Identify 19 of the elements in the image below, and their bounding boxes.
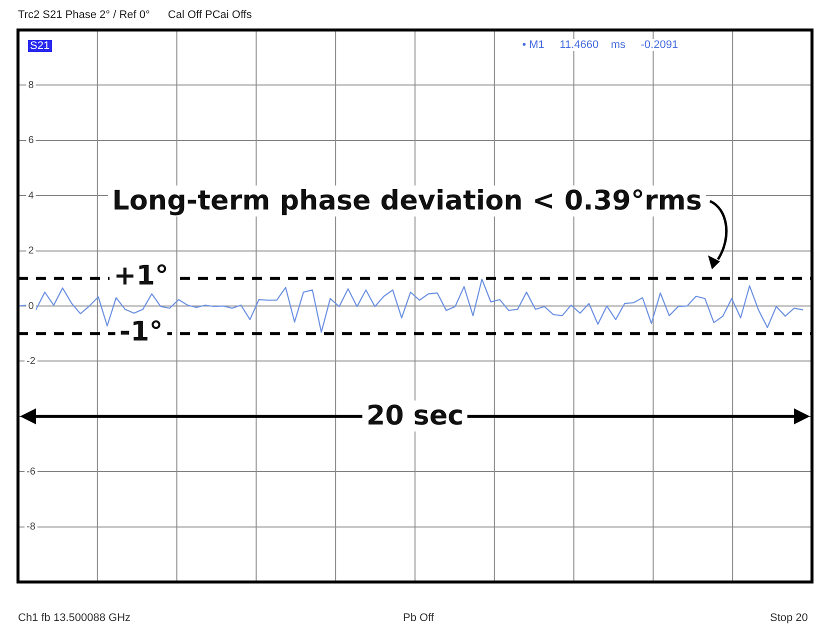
annotation: S21 [28,40,52,52]
ref-line-label: +1° [110,260,173,292]
annotation: Long-term phase deviation < 0.39°rms [108,186,706,217]
y-tick-label: 6 [28,135,34,146]
chart-subtitle: Cal Off PCai Offs [168,9,252,21]
annotation: 20 sec [362,400,468,432]
y-tick-label: -2 [26,356,36,367]
y-tick-label: 0 [28,300,34,312]
chart-title: Trc2 S21 Phase 2° / Ref 0° [18,9,150,21]
y-tick-label: 2 [28,246,34,257]
annotation: • M1 11.4660 ms -0.2091 [522,39,678,51]
ref-line-label: -1° [115,316,167,348]
y-tick-label: -8 [26,522,36,533]
text: Stop 20 [770,612,808,624]
y-tick-label: -6 [26,466,36,478]
text: Ch1 fb 13.500088 GHz [18,612,131,624]
y-tick-label: 4 [28,190,34,202]
y-tick-label: 8 [28,80,34,91]
text: Pb Off [403,612,434,624]
